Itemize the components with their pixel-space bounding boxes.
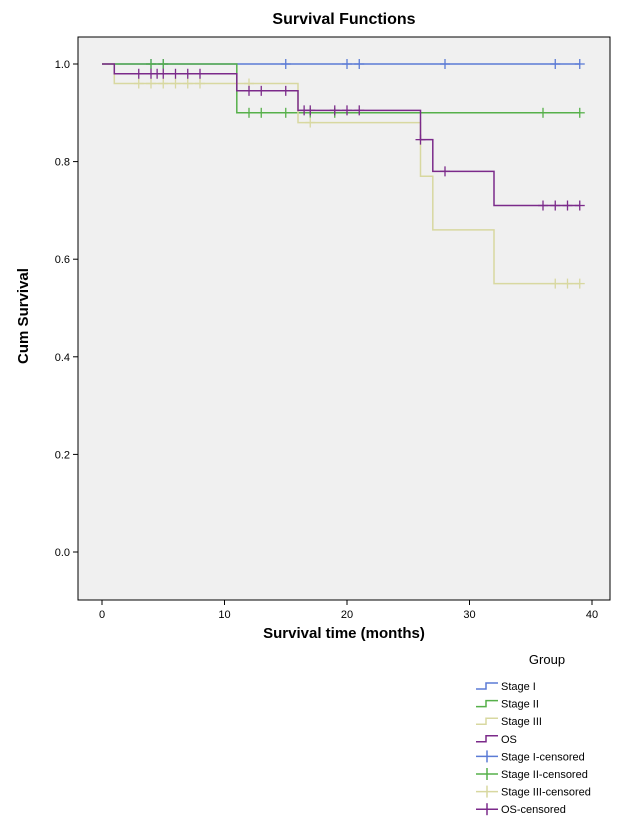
- axes: 0 10 20 30 40 0.0 0.2 0.4 0.6 0.8 1.0: [55, 59, 598, 621]
- legend-item-stage-i-censored: Stage I-censored: [476, 750, 585, 763]
- legend-item-stage-ii: Stage II: [476, 699, 539, 711]
- censor-mark-os: [182, 68, 193, 79]
- legend-label: Stage I-censored: [501, 751, 585, 763]
- legend-swatch: [476, 735, 498, 743]
- censor-mark-stage-iii: [170, 78, 181, 89]
- censor-mark-stage-iii: [158, 78, 169, 89]
- censor-mark-stage-ii: [538, 107, 548, 118]
- censor-mark-stage-ii: [146, 59, 156, 69]
- x-tick-label: 30: [463, 609, 475, 621]
- legend-swatch: [476, 682, 498, 690]
- censor-mark-stage-i: [440, 59, 450, 69]
- censor-mark-os: [280, 85, 291, 96]
- legend-label: Stage II-censored: [501, 769, 588, 781]
- x-axis-label: Survival time (months): [263, 625, 425, 642]
- censor-mark-os: [158, 68, 169, 79]
- series-os: [102, 63, 585, 211]
- censor-mark-os: [133, 68, 144, 79]
- censor-mark-stage-ii: [574, 107, 585, 118]
- y-tick-label: 0.4: [55, 352, 70, 364]
- censor-mark-stage-iii: [550, 278, 561, 289]
- censor-mark-os: [538, 200, 548, 211]
- censor-mark-stage-ii: [280, 107, 291, 118]
- legend-label: Stage III: [501, 716, 542, 728]
- censor-mark-os: [562, 200, 573, 211]
- censor-mark-stage-iii: [182, 78, 193, 89]
- censor-mark-stage-iii: [146, 78, 156, 89]
- censor-mark-os: [256, 85, 267, 96]
- legend-label: OS: [501, 734, 517, 746]
- legend: Stage I Stage II Stage III OS Stage I-censor…: [476, 681, 591, 816]
- censor-mark-os: [170, 68, 181, 79]
- x-tick-label: 0: [99, 609, 105, 621]
- plot-area: [77, 36, 611, 601]
- censor-mark-os: [550, 200, 561, 211]
- legend-item-stage-ii-censored: Stage II-censored: [476, 768, 588, 781]
- censor-mark-stage-iii: [133, 78, 144, 89]
- censor-mark-stage-iii: [574, 278, 585, 289]
- censor-mark-stage-ii: [256, 107, 267, 118]
- censor-mark-os: [305, 105, 316, 116]
- censor-mark-os: [342, 105, 352, 116]
- legend-item-os: OS: [476, 734, 517, 746]
- censor-mark-stage-i: [550, 59, 561, 69]
- censor-mark-stage-i: [354, 59, 365, 69]
- censor-mark-os: [415, 134, 426, 145]
- censor-mark-os: [440, 166, 450, 177]
- y-tick-label: 0.0: [55, 547, 70, 559]
- censor-mark-stage-iii: [305, 117, 316, 128]
- legend-swatch: [476, 717, 498, 725]
- legend-label: OS-censored: [501, 804, 566, 816]
- y-axis-label: Cum Survival: [15, 268, 32, 364]
- legend-swatch: [476, 699, 498, 708]
- censor-mark-os: [195, 68, 205, 79]
- legend-title: Group: [529, 652, 565, 667]
- legend-label: Stage III-censored: [501, 787, 591, 799]
- censor-mark-stage-i: [574, 59, 585, 69]
- legend-label: Stage I: [501, 681, 536, 693]
- x-tick-label: 10: [218, 609, 230, 621]
- censor-mark-os: [574, 200, 585, 211]
- y-tick-label: 0.2: [55, 449, 70, 461]
- y-tick-label: 1.0: [55, 59, 70, 71]
- legend-item-os-censored: OS-censored: [476, 803, 566, 816]
- censor-mark-os: [244, 85, 254, 96]
- censor-mark-stage-iii: [562, 278, 573, 289]
- x-tick-label: 40: [586, 609, 598, 621]
- x-tick-label: 20: [341, 609, 353, 621]
- series-layer: [102, 59, 585, 289]
- y-tick-label: 0.8: [55, 157, 70, 169]
- chart-title: Survival Functions: [272, 11, 415, 28]
- legend-item-stage-i: Stage I: [476, 681, 536, 693]
- censor-mark-os: [329, 105, 340, 116]
- censor-mark-stage-iii: [195, 78, 205, 89]
- censor-mark-stage-i: [342, 59, 352, 69]
- y-tick-label: 0.6: [55, 254, 70, 266]
- censor-mark-os: [354, 105, 365, 116]
- censor-mark-stage-ii: [244, 107, 254, 118]
- legend-item-stage-iii-censored: Stage III-censored: [476, 785, 591, 799]
- legend-item-stage-iii: Stage III: [476, 716, 542, 728]
- legend-label: Stage II: [501, 699, 539, 711]
- censor-mark-stage-ii: [158, 59, 169, 69]
- censor-mark-stage-i: [280, 59, 291, 69]
